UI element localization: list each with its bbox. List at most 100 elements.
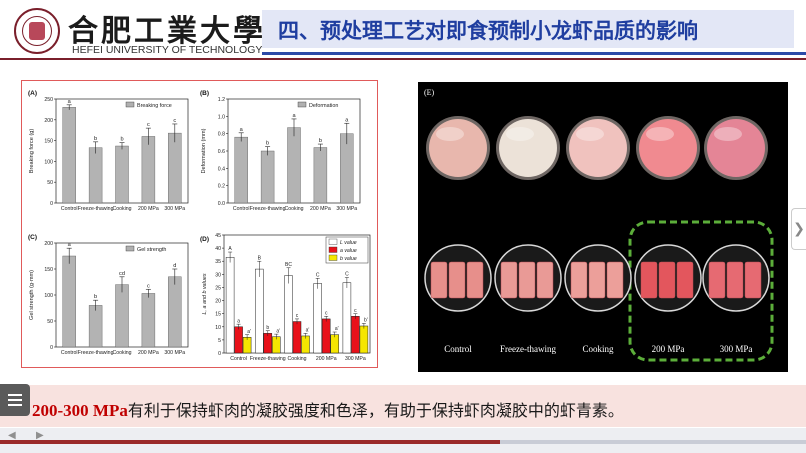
panel-c-sig-label: d (173, 263, 176, 269)
gel-sample-disc (499, 119, 557, 177)
panel-a-xtick-label: 300 MPa (164, 206, 185, 212)
gel-sample-disc (707, 119, 765, 177)
panel-a-sig-label: c (173, 118, 176, 124)
gel-slice (570, 261, 588, 299)
panel-b-ytick-label: 0.6 (218, 149, 225, 155)
photo-label: Freeze-thawing (500, 344, 556, 354)
panel-c-xtick-label: Control (61, 350, 78, 356)
panel-c-sig-label: b (94, 294, 97, 300)
panel-b-xtick-label: 200 MPa (310, 206, 331, 212)
gel-slice (466, 261, 484, 299)
panel-b-bar (260, 150, 275, 204)
panel-d-ytick-label: 5 (218, 338, 221, 344)
panel-a-bar (62, 107, 76, 204)
panel-d-sig-label: a (237, 318, 240, 324)
gel-sample-disc (639, 119, 697, 177)
panel-b-ytick-label: 1.2 (218, 97, 225, 103)
panel-d-sig-label: b' (364, 318, 368, 324)
panel-d-bar (284, 275, 293, 354)
panel-d-bar (255, 268, 264, 354)
panel-a-panel-letter: (A) (28, 90, 37, 97)
header-divider-red (0, 58, 806, 60)
panel-a-sig-label: c (147, 122, 150, 128)
panel-d-bar (351, 316, 360, 354)
panel-c-sig-label: a (68, 242, 72, 248)
panel-d-sig-label: C (345, 272, 349, 278)
panel-c-ytick-label: 100 (44, 293, 53, 299)
panel-d-bar (292, 321, 302, 354)
school-name-cn: 合肥工業大學 (68, 14, 266, 49)
panel-d-legend-label: b value (340, 256, 357, 262)
panel-d-ytick-label: 20 (215, 299, 221, 305)
gel-slice (536, 261, 554, 299)
gel-sample-disc (569, 119, 627, 177)
hamburger-menu-icon[interactable] (0, 384, 30, 416)
gel-slice (708, 261, 726, 299)
photo-panel-letter: (E) (424, 88, 435, 97)
school-name-en: HEFEI UNIVERSITY OF TECHNOLOGY (72, 44, 263, 56)
panel-d-sig-label: A (228, 246, 232, 252)
crayfish-gel-photo-panel: (E) Control Freeze-thawing Cooking 200 MPa 30… (418, 82, 788, 372)
panel-a-xtick-label: Freeze-thawing (78, 206, 114, 212)
panel-d-xtick-label: Cooking (287, 356, 306, 362)
panel-d-xtick-label: Control (230, 356, 247, 362)
panel-b-ytick-label: 0.2 (218, 184, 225, 190)
panel-d-sig-label: c (325, 310, 328, 316)
panel-c-sig-label: c (147, 283, 150, 289)
panel-c-xtick-label: 200 MPa (138, 350, 159, 356)
panel-d-ytick-label: 25 (215, 285, 221, 291)
panel-d-sig-label: c (354, 308, 357, 314)
gel-slice (726, 261, 744, 299)
panel-d-bar (313, 283, 322, 354)
gel-slice (500, 261, 518, 299)
photo-label: 200 MPa (652, 344, 685, 354)
panel-d-panel-letter: (D) (200, 236, 209, 243)
panel-d-xtick-label: Freeze-thawing (250, 356, 286, 362)
chevron-right-icon[interactable]: ❯ (791, 208, 806, 250)
panel-d-bar (263, 333, 273, 354)
panel-d-bar (342, 282, 352, 354)
panel-c-bar (62, 255, 76, 348)
panel-a-sig-label: b (94, 136, 97, 142)
panel-d-legend-label: a value (340, 248, 357, 254)
panel-d-bar (359, 325, 369, 354)
gel-sample-disc (429, 119, 487, 177)
panel-d-sig-label: c (296, 313, 299, 319)
panel-c-ytick-label: 50 (47, 319, 53, 325)
panel-d-legend-label: L value (340, 240, 357, 246)
panel-a-xtick-label: Control (61, 206, 78, 212)
panel-b-bar (313, 147, 328, 204)
panel-b-xtick-label: Control (233, 206, 250, 212)
panel-d-legend-swatch (328, 238, 338, 245)
panel-d-sig-label: a' (276, 328, 280, 334)
panel-c-panel-letter: (C) (28, 234, 37, 241)
panel-d-legend-swatch (328, 246, 338, 253)
prev-slide-icon[interactable]: ◀ (8, 430, 16, 441)
photo-label: Control (444, 344, 472, 354)
panel-d-ytick-label: 30 (215, 272, 221, 278)
panel-d-bar (234, 326, 243, 354)
conclusion-banner (0, 385, 806, 427)
panel-a-bar (115, 145, 129, 204)
panel-a-sig-label: b (120, 137, 123, 143)
panel-a-ytick-label: 0 (50, 201, 53, 207)
panel-c-xtick-label: Freeze-thawing (78, 350, 114, 356)
panel-d-ytick-label: 15 (215, 312, 221, 318)
next-slide-icon[interactable]: ▶ (36, 430, 44, 441)
panel-d-ytick-label: 40 (215, 246, 221, 252)
panel-b-ytick-label: 0.0 (218, 201, 225, 207)
gel-slice (676, 261, 694, 299)
panel-d-bar (330, 334, 339, 354)
texture-color-charts-panel: (A) 0 50 100 150 200 250 Breaking force (g) Brea… (21, 80, 378, 368)
panel-c-legend-swatch (125, 245, 135, 252)
panel-c-bar (168, 276, 182, 348)
panel-b-ytick-label: 0.4 (218, 166, 225, 172)
panel-a-sig-label: a (68, 99, 72, 105)
panel-c-ytick-label: 200 (44, 241, 53, 247)
slide-title: 四、预处理工艺对即食预制小龙虾品质的影响 (278, 19, 698, 43)
panel-b-sig-label: a (345, 117, 349, 123)
panel-a-xtick-label: 200 MPa (138, 206, 159, 212)
panel-a-ytick-label: 100 (44, 159, 53, 165)
panel-a-ytick-label: 250 (44, 97, 53, 103)
